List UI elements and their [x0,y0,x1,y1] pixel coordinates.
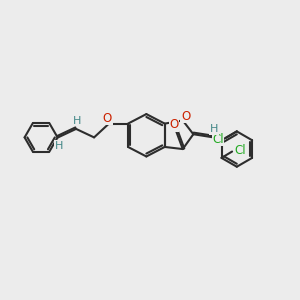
Text: O: O [169,118,178,131]
Text: H: H [210,124,218,134]
Text: O: O [103,112,112,125]
Text: H: H [54,141,63,151]
Text: O: O [181,110,190,122]
Text: H: H [73,116,81,126]
Text: Cl: Cl [235,144,246,157]
Text: Cl: Cl [212,133,224,146]
